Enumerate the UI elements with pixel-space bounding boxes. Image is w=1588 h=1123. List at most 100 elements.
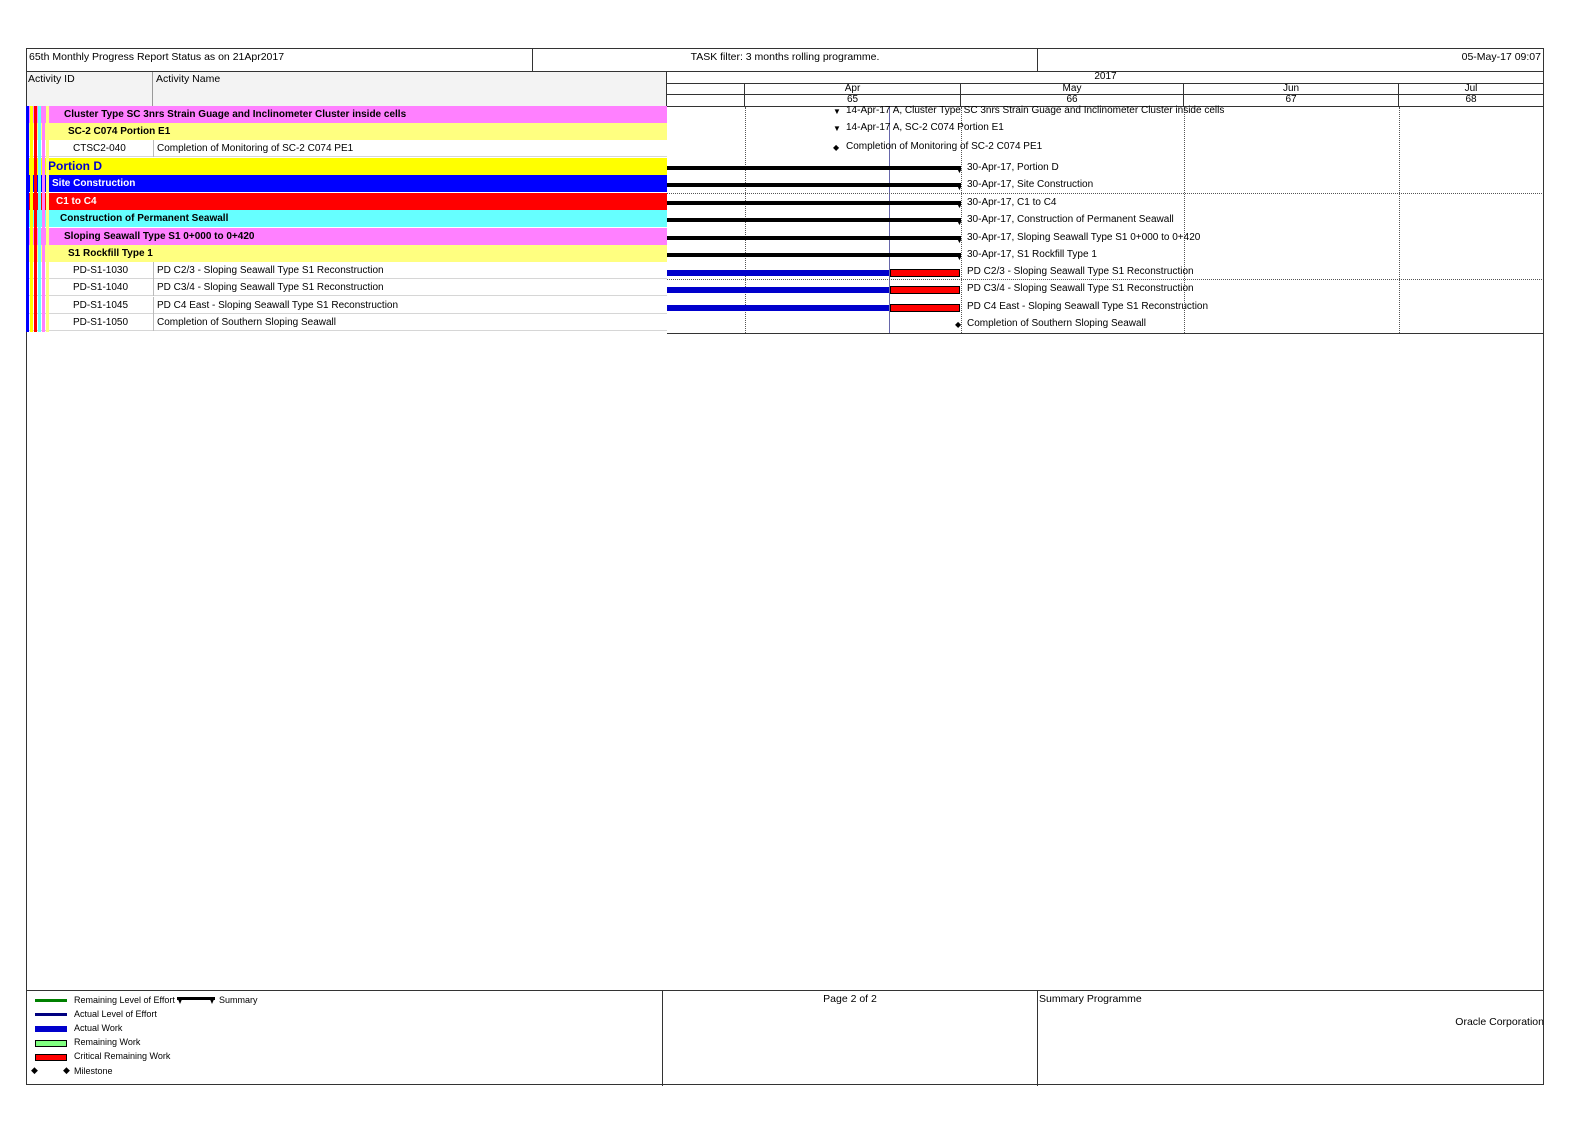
gantt-label: 30-Apr-17, Sloping Seawall Type S1 0+000… [967,232,1201,243]
company-name: Oracle Corporation [1455,1016,1544,1028]
group-row[interactable]: Portion D [26,158,667,175]
milestone-marker: ◆ [833,143,840,152]
timeline-period-65: 65 [745,95,961,107]
timeline-month-jun: Jun [1184,83,1399,95]
gantt-separator [667,279,1544,280]
critical-remaining-bar[interactable] [890,304,960,312]
group-row[interactable]: Site Construction [26,175,667,192]
legend-swatch-critical [35,1054,67,1061]
timeline-period-66: 66 [961,95,1184,107]
activity-id: CTSC2-040 [73,143,126,154]
gantt-label: 14-Apr-17 A, Cluster Type SC 3nrs Strain… [846,105,1225,116]
timeline-month-may: May [961,83,1184,95]
gantt-gridline-may [961,107,962,333]
group-name: Sloping Seawall Type S1 0+000 to 0+420 [64,231,255,242]
hierarchy-stripe [26,106,29,332]
activity-name: PD C4 East - Sloping Seawall Type S1 Rec… [153,297,669,314]
table-row[interactable]: PD-S1-1050 Completion of Southern Sloping… [26,314,667,331]
gantt-label: 30-Apr-17, Site Construction [967,179,1094,190]
summary-bar[interactable] [667,183,961,187]
programme-title: Summary Programme [1039,993,1142,1005]
group-name: S1 Rockfill Type 1 [68,248,153,259]
gantt-label: 30-Apr-17, C1 to C4 [967,197,1057,208]
gantt-separator [667,193,1544,194]
table-row[interactable]: CTSC2-040 Completion of Monitoring of SC-… [26,140,667,157]
legend-swatch-actual-work [35,1026,67,1032]
legend-swatch-remaining-loe [35,999,67,1002]
task-filter-label: TASK filter: 3 months rolling programme. [533,49,1038,71]
activity-name: PD C3/4 - Sloping Seawall Type S1 Recons… [153,279,669,296]
actual-work-bar[interactable] [667,287,889,293]
group-row[interactable]: SC-2 C074 Portion E1 [26,123,667,140]
legend-swatch-actual-loe [35,1013,67,1016]
hierarchy-stripe [34,106,37,332]
milestone-marker: ▼ [833,124,841,133]
milestone-marker: ▼ [833,107,841,116]
hierarchy-stripe [30,106,33,332]
gantt-label: 30-Apr-17, Portion D [967,162,1059,173]
milestone-icon: ◆ [63,1065,70,1075]
gantt-gridline-jun [1184,107,1185,333]
gantt-label: 14-Apr-17 A, SC-2 C074 Portion E1 [846,122,1004,133]
activity-id: PD-S1-1030 [73,265,129,276]
gantt-label: Completion of Southern Sloping Seawall [967,318,1146,329]
summary-end-icon: ▼ [956,220,963,227]
summary-end-icon: ▼ [956,255,963,262]
legend-label: Remaining Work [74,1037,141,1047]
report-title: 65th Monthly Progress Report Status as o… [27,49,533,71]
table-row[interactable]: PD-S1-1040 PD C3/4 - Sloping Seawall Type… [26,279,667,296]
legend-label: Milestone [74,1066,113,1076]
critical-remaining-bar[interactable] [890,269,960,277]
group-row[interactable]: S1 Rockfill Type 1 [26,245,667,262]
group-row[interactable]: C1 to C4 [26,193,667,210]
page-frame [26,48,1544,1085]
activity-id: PD-S1-1050 [73,317,129,328]
actual-work-bar[interactable] [667,305,889,311]
legend-label: Actual Work [74,1023,123,1033]
activity-id: PD-S1-1045 [73,300,129,311]
group-row[interactable]: Cluster Type SC 3nrs Strain Guage and In… [26,106,667,123]
column-header-activity-name[interactable]: Activity Name [153,72,667,107]
timeline-month-blank [667,83,745,95]
summary-end-icon: ▼ [956,168,963,175]
legend-label-summary: Summary [219,995,258,1005]
table-row[interactable]: PD-S1-1045 PD C4 East - Sloping Seawall T… [26,297,667,314]
page-number: Page 2 of 2 [663,991,1038,1086]
timeline-period-67: 67 [1184,95,1399,107]
group-row[interactable]: Construction of Permanent Seawall [26,210,667,227]
timeline-year: 2017 [667,72,1544,84]
summary-bar[interactable] [667,201,961,205]
summary-bar[interactable] [667,236,961,240]
summary-end-icon: ▼ [956,185,963,192]
activity-name: Completion of Monitoring of SC-2 C074 PE… [153,140,669,157]
summary-bar[interactable] [667,166,961,170]
gantt-label: PD C4 East - Sloping Seawall Type S1 Rec… [967,301,1209,312]
milestone-marker: ◆ [955,320,962,329]
milestone-icon: ◆ [31,1065,38,1075]
group-name: Construction of Permanent Seawall [60,213,229,224]
summary-bar[interactable] [667,218,961,222]
gantt-chart: ▼ 14-Apr-17 A, Cluster Type SC 3nrs Strai… [667,105,1544,334]
programme-panel: Summary Programme Oracle Corporation [1038,991,1544,1086]
column-header-activity-id[interactable]: Activity ID [26,72,153,107]
legend-label: Actual Level of Effort [74,1009,157,1019]
summary-bar[interactable] [667,253,961,257]
group-row[interactable]: Sloping Seawall Type S1 0+000 to 0+420 [26,228,667,245]
timeline-header: 2017 Apr May Jun Jul 65 66 67 68 [667,72,1544,107]
hierarchy-stripe [46,106,49,332]
legend-label: Remaining Level of Effort [74,995,175,1005]
footer: Remaining Level of Effort Summary Actual… [26,990,1544,1086]
summary-bar-icon [177,997,215,1004]
print-date: 05-May-17 09:07 [1461,51,1541,63]
timeline-month-apr: Apr [745,83,961,95]
gantt-gridline-jul [1399,107,1400,333]
activity-id: PD-S1-1040 [73,282,129,293]
table-row[interactable]: PD-S1-1030 PD C2/3 - Sloping Seawall Type… [26,262,667,279]
activity-name: PD C2/3 - Sloping Seawall Type S1 Recons… [153,262,669,279]
gantt-label: 30-Apr-17, S1 Rockfill Type 1 [967,249,1097,260]
actual-work-bar[interactable] [667,270,889,276]
critical-remaining-bar[interactable] [890,286,960,294]
group-name: Portion D [48,159,102,173]
hierarchy-stripe [42,106,45,332]
gantt-label: PD C3/4 - Sloping Seawall Type S1 Recons… [967,283,1194,294]
